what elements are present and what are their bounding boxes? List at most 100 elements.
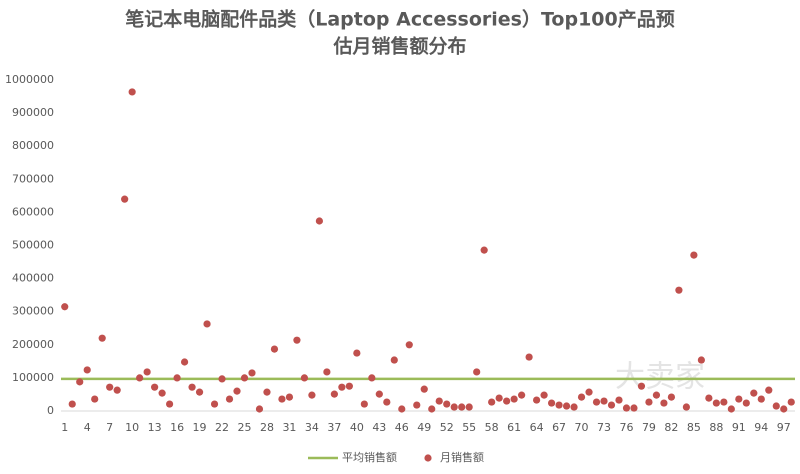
point [158,389,166,397]
point [263,388,271,396]
x-tick-label: 67 [552,421,566,434]
point [360,400,368,408]
x-tick-label: 43 [372,421,386,434]
watermark: 大卖家 [615,360,705,395]
point [308,391,316,399]
point [428,405,436,413]
x-tick-label: 46 [395,421,409,434]
point [540,391,548,399]
y-tick-label: 900000 [12,106,54,119]
point [637,382,646,390]
y-tick-label: 100000 [12,371,54,384]
y-tick-label: 200000 [12,338,54,351]
point [180,358,189,366]
point [660,399,668,407]
point [83,366,91,374]
point [173,374,181,382]
point [98,334,106,342]
x-tick-label: 28 [260,421,274,434]
point [518,391,526,399]
point [622,404,631,412]
point [315,217,323,225]
x-tick-label: 91 [732,421,746,434]
x-tick-label: 49 [417,421,431,434]
point [323,368,331,376]
point [225,395,234,403]
point [233,387,241,395]
point [615,396,623,404]
point [592,398,601,406]
x-tick-label: 82 [664,421,678,434]
point [585,388,593,396]
point [458,403,466,411]
x-tick-label: 76 [619,421,633,434]
x-tick-label: 34 [305,421,319,434]
x-tick-label: 97 [777,421,791,434]
point [645,398,653,406]
point [488,398,496,406]
point [210,400,219,408]
point [780,405,788,413]
point [720,398,728,406]
point [712,399,720,407]
point [450,403,458,411]
point [765,386,773,394]
x-tick-label: 85 [687,421,701,434]
y-tick-label: 800000 [12,139,54,152]
point [345,382,353,390]
point [555,401,563,409]
y-tick-label: 0 [47,404,54,417]
x-tick-label: 55 [462,421,476,434]
point [121,195,129,203]
x-tick-label: 19 [193,421,207,434]
chart-subtitle: 估月销售额分布 [332,35,466,58]
y-tick-label: 300000 [12,305,54,318]
legend-label: 平均销售额 [342,450,397,464]
point [398,405,406,413]
point [562,402,571,410]
y-tick-label: 700000 [12,172,54,185]
x-tick-label: 64 [530,421,544,434]
x-tick-label: 73 [597,421,611,434]
x-tick-label: 61 [507,421,521,434]
x-tick-label: 79 [642,421,656,434]
point [577,393,586,401]
point [443,400,451,408]
chart-title: 笔记本电脑配件品类（Laptop Accessories）Top100产品预 [125,8,675,31]
point [675,286,683,294]
point [570,403,578,411]
y-tick-label: 400000 [12,272,54,285]
x-tick-label: 25 [238,421,252,434]
x-tick-label: 88 [709,421,723,434]
point [705,394,713,402]
point [697,356,705,364]
point [106,383,114,391]
point [166,400,174,408]
point [293,336,301,344]
x-tick-label: 70 [575,421,589,434]
point [465,403,473,411]
y-tick-label: 500000 [12,239,54,252]
x-tick-label: 7 [106,421,113,434]
point [255,405,264,413]
point [390,356,398,364]
point [682,403,690,411]
x-tick-label: 16 [170,421,184,434]
point [91,395,99,403]
point [300,374,309,382]
point [435,397,443,405]
x-tick-label: 4 [84,421,91,434]
point [772,402,780,410]
point [503,397,511,405]
x-tick-label: 22 [215,421,229,434]
point [218,375,226,383]
point [735,395,743,403]
point [510,395,518,403]
point [525,353,533,361]
point [690,251,698,259]
point [195,388,204,396]
x-tick-label: 10 [125,421,139,434]
point [473,368,481,376]
legend-label: 月销售额 [440,450,484,464]
